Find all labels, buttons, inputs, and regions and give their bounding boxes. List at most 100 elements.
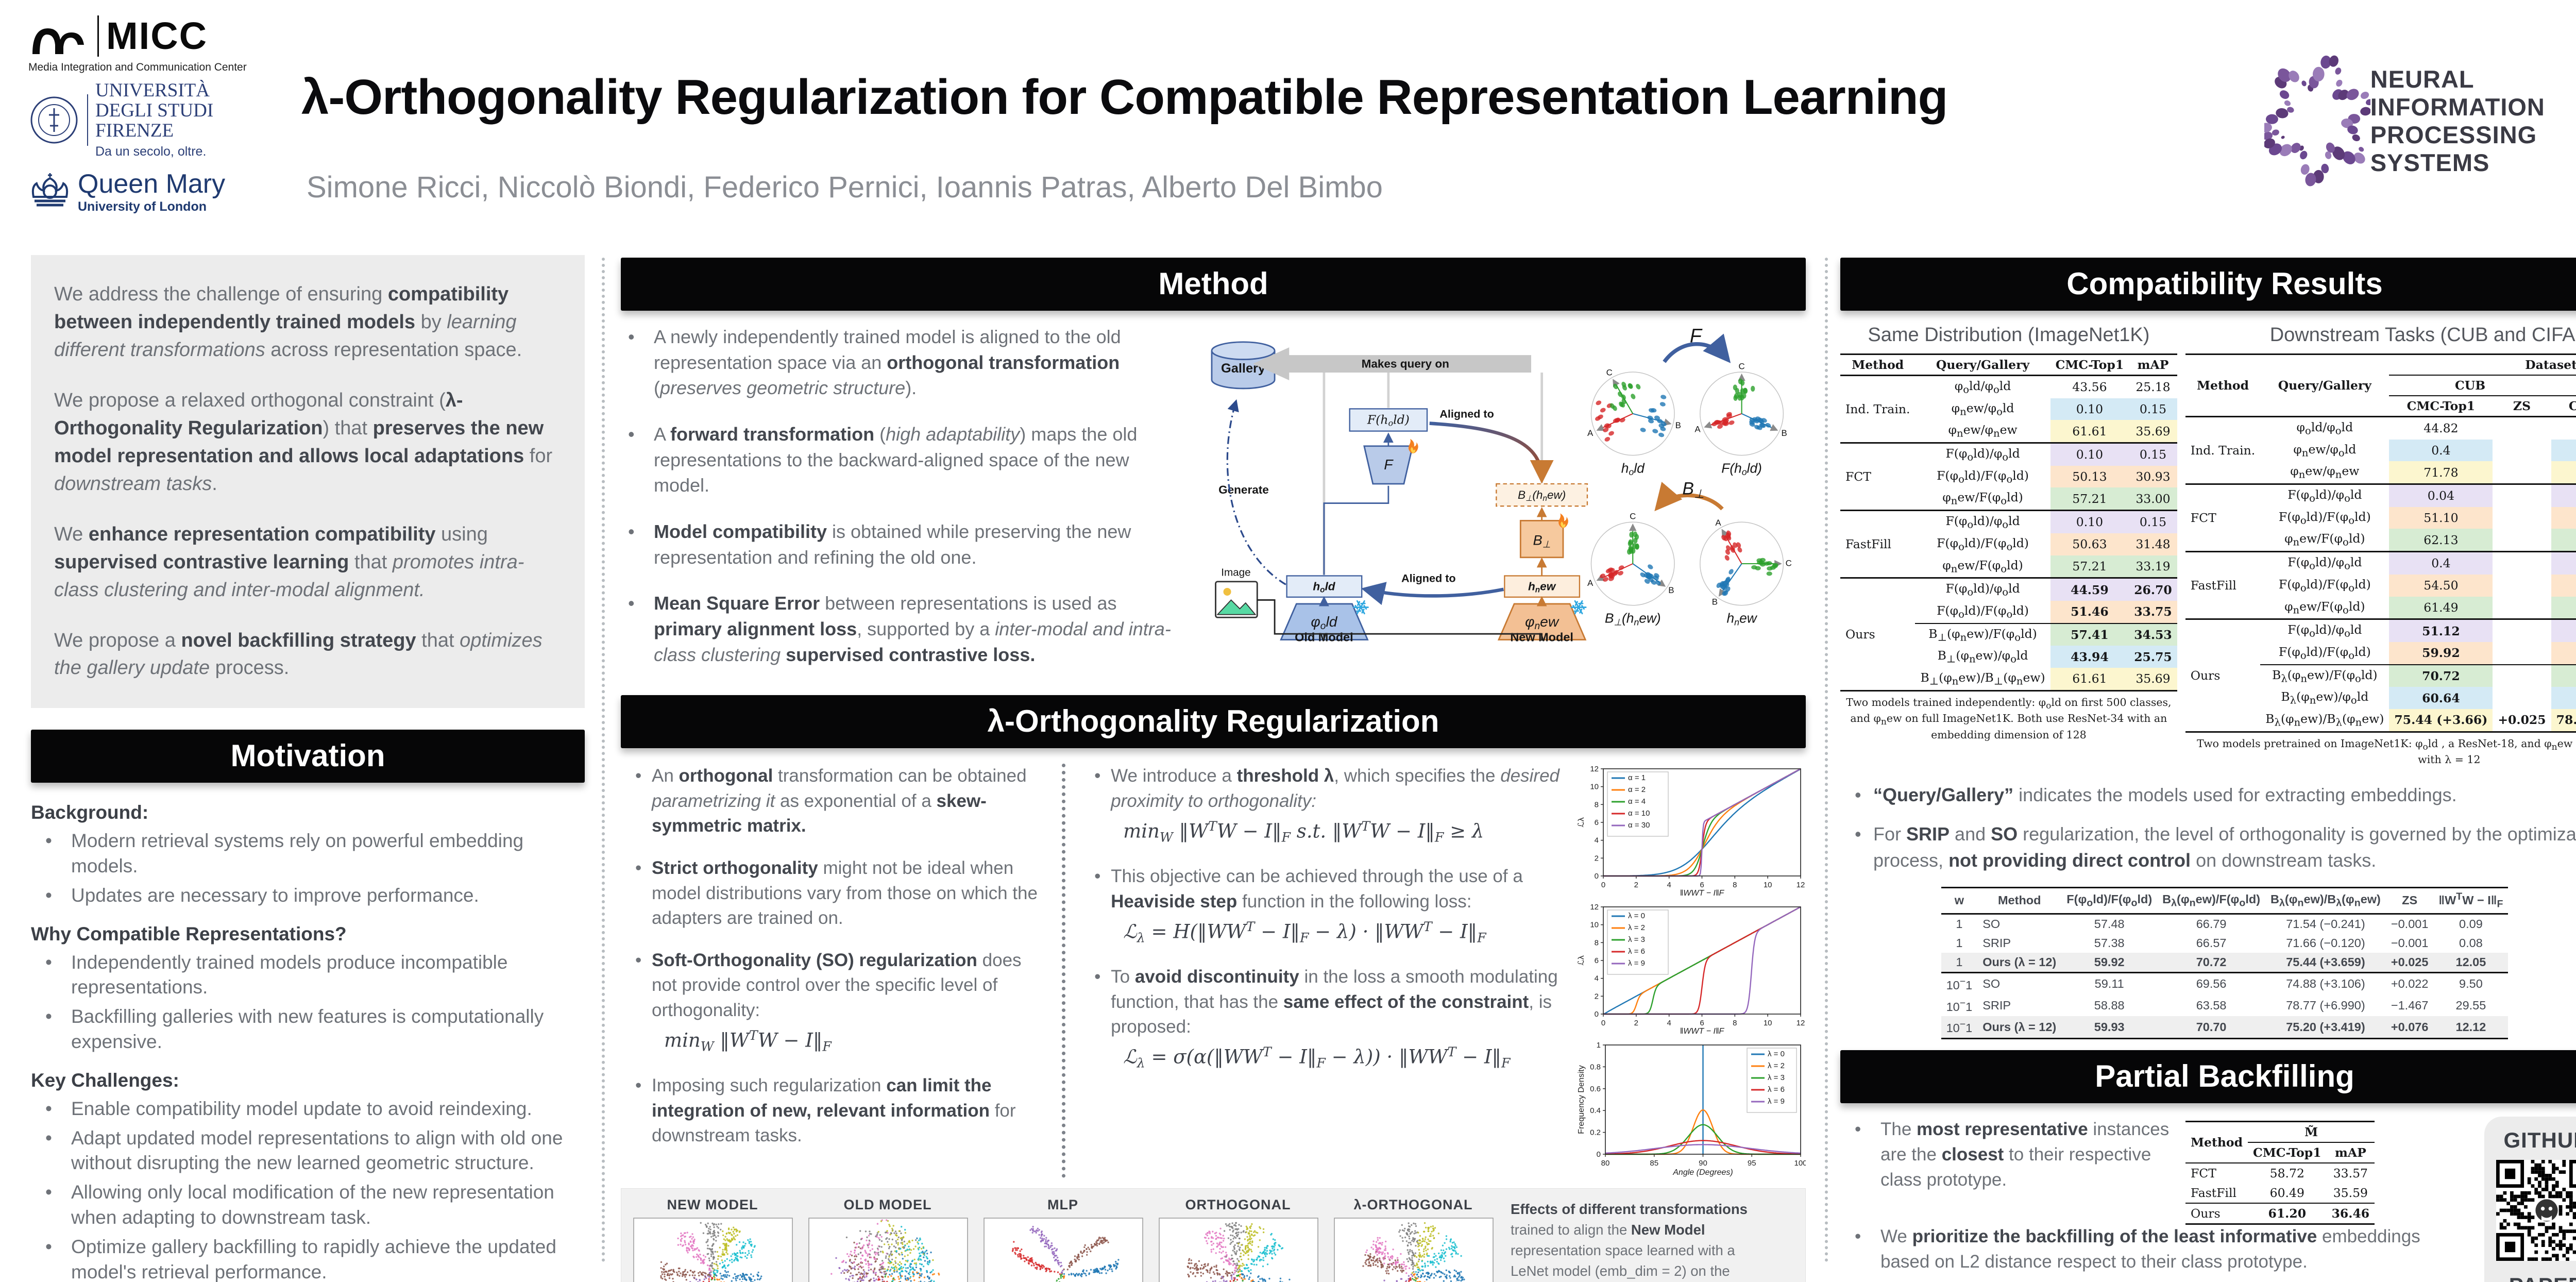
svg-text:F(ho​ld): F(ho​ld)	[1721, 460, 1762, 477]
scatter-plot	[1334, 1218, 1494, 1282]
abstract-paragraph: We address the challenge of ensuring com…	[54, 283, 522, 361]
unifi-motto: Da un secolo, oltre.	[95, 144, 207, 159]
table1-caption: Two models trained independently: φold o…	[1846, 696, 2172, 741]
scatter-plot	[1159, 1218, 1318, 1282]
svg-text:4: 4	[1667, 1019, 1671, 1027]
lambda-col2-bullets: We introduce a threshold λ, which specif…	[1080, 764, 1563, 1178]
svg-text:λ = 0: λ = 0	[1628, 912, 1645, 920]
svg-text:0: 0	[1595, 1010, 1599, 1019]
scatter-panel: λ-ORTHOGONAL	[1329, 1197, 1497, 1282]
lambda-column-divider	[1062, 764, 1066, 1178]
abstract-box: We address the challenge of ensuring com…	[31, 255, 585, 709]
poster-authors: Simone Ricci, Niccolò Biondi, Federico P…	[307, 171, 1383, 204]
svg-text:‖WWT − I‖F: ‖WWT − I‖F	[1680, 889, 1725, 898]
svg-text:α = 10: α = 10	[1628, 809, 1650, 818]
left-column: We address the challenge of ensuring com…	[31, 255, 585, 1282]
bullet-item: Model compatibility is obtained while pr…	[621, 519, 1179, 570]
paper-label: PAPER	[2509, 1273, 2576, 1282]
svg-text:10: 10	[1764, 881, 1772, 889]
svg-text:A: A	[1587, 428, 1594, 438]
svg-text:‖WWT − I‖F: ‖WWT − I‖F	[1680, 1027, 1725, 1036]
svg-text:Aligned to: Aligned to	[1401, 572, 1456, 585]
svg-text:0.4: 0.4	[1590, 1107, 1601, 1116]
qr-panel: GITHUB PAPER arXiv	[2484, 1116, 2576, 1282]
svg-text:12: 12	[1797, 1019, 1805, 1027]
svg-text:α = 1: α = 1	[1628, 773, 1646, 782]
svg-text:λ = 9: λ = 9	[1768, 1097, 1785, 1106]
scatter-panel-title: NEW MODEL	[667, 1197, 758, 1213]
micc-logo: MICC	[28, 13, 286, 59]
formula: minW ‖WTW − I‖F	[664, 1028, 832, 1054]
svg-text:λ = 9: λ = 9	[1628, 959, 1645, 968]
scatter-panel-title: MLP	[1047, 1197, 1078, 1213]
neurips-wordmark: NEURAL INFORMATION PROCESSING SYSTEMS	[2370, 65, 2545, 177]
svg-text:α = 2: α = 2	[1628, 785, 1646, 794]
github-qr-code	[2496, 1159, 2576, 1261]
bullet-item: A newly independently trained model is a…	[621, 324, 1179, 401]
motivation-bullet: Modern retrieval systems rely on powerfu…	[31, 829, 585, 879]
svg-text:0.6: 0.6	[1590, 1085, 1601, 1093]
svg-text:B: B	[1675, 420, 1681, 430]
motivation-bullet: Backfilling galleries with new features …	[31, 1004, 585, 1055]
alpha-loss-chart: 0 2 4 6 8 10 12 0 2 4 6 8 10 12 ‖WWT − I‖F ℒλ α = 1 α = 2…	[1577, 764, 1806, 899]
motivation-heading: Key Challenges:	[31, 1069, 179, 1091]
transformation-caption: Effects of different transformations tra…	[1511, 1201, 1748, 1279]
svg-text:0: 0	[1601, 881, 1605, 889]
svg-text:Frequency Density: Frequency Density	[1577, 1066, 1586, 1134]
table1-title: Same Distribution (ImageNet1K)	[1868, 324, 2150, 346]
svg-text:α = 4: α = 4	[1628, 797, 1646, 806]
qmul-crown-icon	[31, 173, 69, 207]
svg-text:6: 6	[1595, 818, 1599, 827]
svg-text:0: 0	[1597, 1150, 1601, 1159]
lambda-bullet: An orthogonal transformation can be obta…	[621, 764, 1047, 838]
motivation-heading: Background:	[31, 802, 149, 823]
github-label: GITHUB	[2503, 1127, 2576, 1152]
scatter-panel: ORTHOGONAL	[1154, 1197, 1322, 1282]
lambda-bullet: We introduce a threshold λ, which specif…	[1080, 764, 1563, 847]
scatter-plot	[808, 1218, 968, 1282]
scatter-panel-title: ORTHOGONAL	[1185, 1197, 1291, 1213]
svg-text:8: 8	[1733, 881, 1737, 889]
micc-logo-icon	[32, 28, 84, 54]
svg-text:λ = 2: λ = 2	[1768, 1061, 1785, 1070]
neurips-logo: NEURAL INFORMATION PROCESSING SYSTEMS	[2264, 41, 2576, 201]
micc-subtitle: Media Integration and Communication Cent…	[28, 61, 247, 73]
column-divider-right	[1825, 258, 1828, 1262]
svg-text:4: 4	[1595, 836, 1599, 845]
svg-text:6: 6	[1700, 881, 1704, 889]
unifi-logo: UNIVERSITÀ DEGLI STUDI FIRENZE Da un sec…	[28, 80, 286, 159]
svg-text:10: 10	[1590, 783, 1599, 791]
svg-text:2: 2	[1595, 992, 1599, 1001]
svg-text:α = 30: α = 30	[1628, 821, 1650, 830]
scatter-panel-title: λ-ORTHOGONAL	[1353, 1197, 1473, 1213]
regularization-comparison-table: w Method F(φold)/F(φold) Bλ(φnew)/F(φold) Bλ…	[1941, 887, 2509, 1039]
svg-text:B⊥​: B⊥​	[1533, 532, 1550, 549]
results-bullets: “Query/Gallery” indicates the models use…	[1840, 782, 2576, 873]
lambda-section-header: λ-Orthogonality Regularization	[621, 695, 1806, 749]
svg-text:ho​ld: ho​ld	[1621, 460, 1645, 477]
same-distribution-table: Same Distribution (ImageNet1K) Method Que…	[1840, 324, 2177, 767]
backfill-bullet-1: The most representative instances are th…	[1840, 1117, 2180, 1224]
map-backfill-chart: 0204060801000.330.340.350.360.37mAPOursF…	[2267, 1278, 2469, 1282]
table2-title: Downstream Tasks (CUB and CIFAR100)	[2269, 324, 2576, 346]
method-bullets: A newly independently trained model is a…	[621, 324, 1179, 688]
svg-text:A: A	[1694, 425, 1701, 434]
regularization-table: w Method F(φold)/F(φold) Bλ(φnew)/F(φold) Bλ…	[1840, 887, 2576, 1039]
backfilling-content: The most representative instances are th…	[1840, 1117, 2469, 1282]
bullet-item: For SRIP and SO regularization, the leve…	[1840, 821, 2576, 873]
svg-text:hn​ew: hn​ew	[1528, 580, 1556, 595]
scatter-panel: OLD MODEL	[804, 1197, 972, 1282]
svg-text:Image: Image	[1221, 566, 1250, 578]
svg-text:100: 100	[1794, 1159, 1806, 1168]
results-header: Compatibility Results	[1840, 258, 2576, 311]
micc-name: MICC	[106, 14, 208, 57]
bullet-item: We prioritize the backfilling of the lea…	[1840, 1224, 2464, 1274]
abstract-paragraph: We enhance representation compatibility …	[54, 523, 524, 601]
svg-text:ℒλ: ℒλ	[1577, 956, 1586, 966]
svg-text:B⊥​: B⊥​	[1682, 479, 1704, 500]
svg-text:Makes query on: Makes query on	[1361, 358, 1449, 370]
unifi-crest-icon	[30, 96, 78, 144]
svg-text:B: B	[1711, 597, 1717, 606]
